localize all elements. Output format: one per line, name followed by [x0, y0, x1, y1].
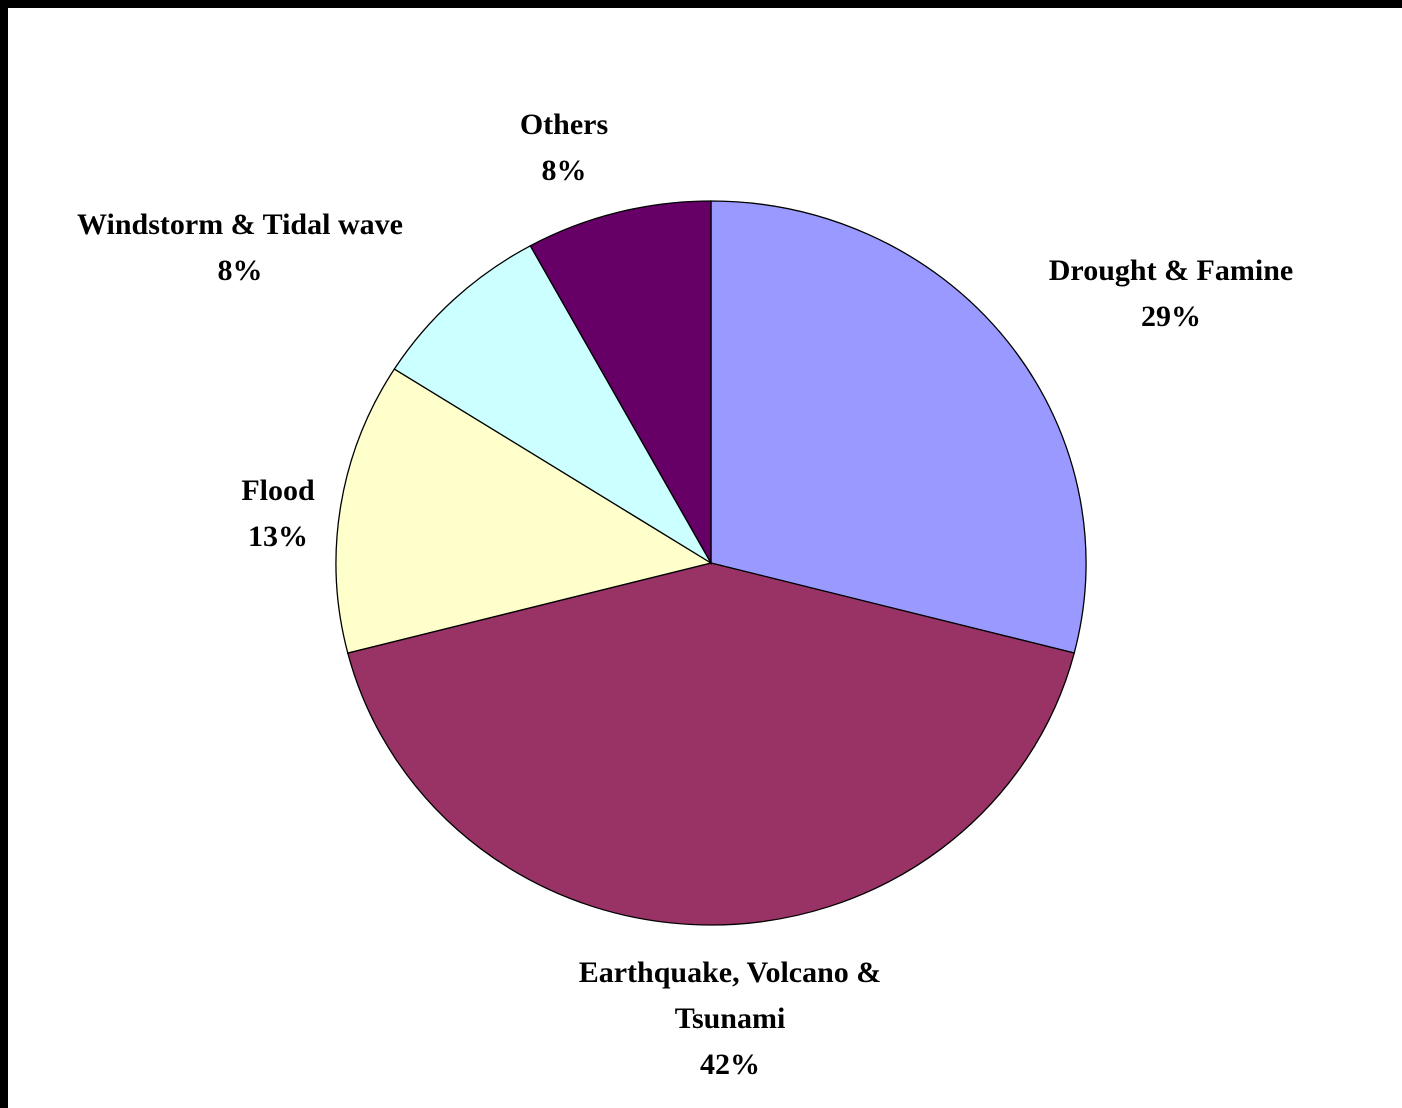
slice-name-label: Others: [520, 108, 608, 141]
pie-slices: [335, 200, 1087, 926]
pie-slice-flood: [335, 368, 713, 654]
slice-name-label: Windstorm & Tidal wave: [77, 208, 403, 241]
chart-area: Drought & Famine 29% Earthquake, Volcano &…: [8, 8, 1402, 1108]
slice-name-label: Earthquake, Volcano &: [579, 956, 882, 989]
pie-slice-others: [529, 200, 712, 566]
pie-slice-drought-famine: [710, 200, 1087, 654]
slice-name-label: Drought & Famine: [1049, 254, 1293, 287]
slice-value-label: 42%: [700, 1048, 760, 1081]
slice-value-label: 8%: [542, 154, 587, 187]
slice-value-label: 13%: [248, 520, 308, 553]
pie-labels: Drought & Famine 29% Earthquake, Volcano &…: [77, 108, 1293, 1081]
slice-value-label: 29%: [1141, 300, 1201, 333]
slice-value-label: 8%: [218, 254, 263, 287]
slice-name-label: Flood: [241, 474, 315, 507]
pie-slice-earthquake-volcano-tsunami: [346, 562, 1076, 926]
pie-slice-windstorm-tidal-wave: [393, 244, 712, 564]
pie-chart: Drought & Famine 29% Earthquake, Volcano &…: [77, 108, 1293, 1081]
slice-name-label: Tsunami: [675, 1002, 786, 1035]
